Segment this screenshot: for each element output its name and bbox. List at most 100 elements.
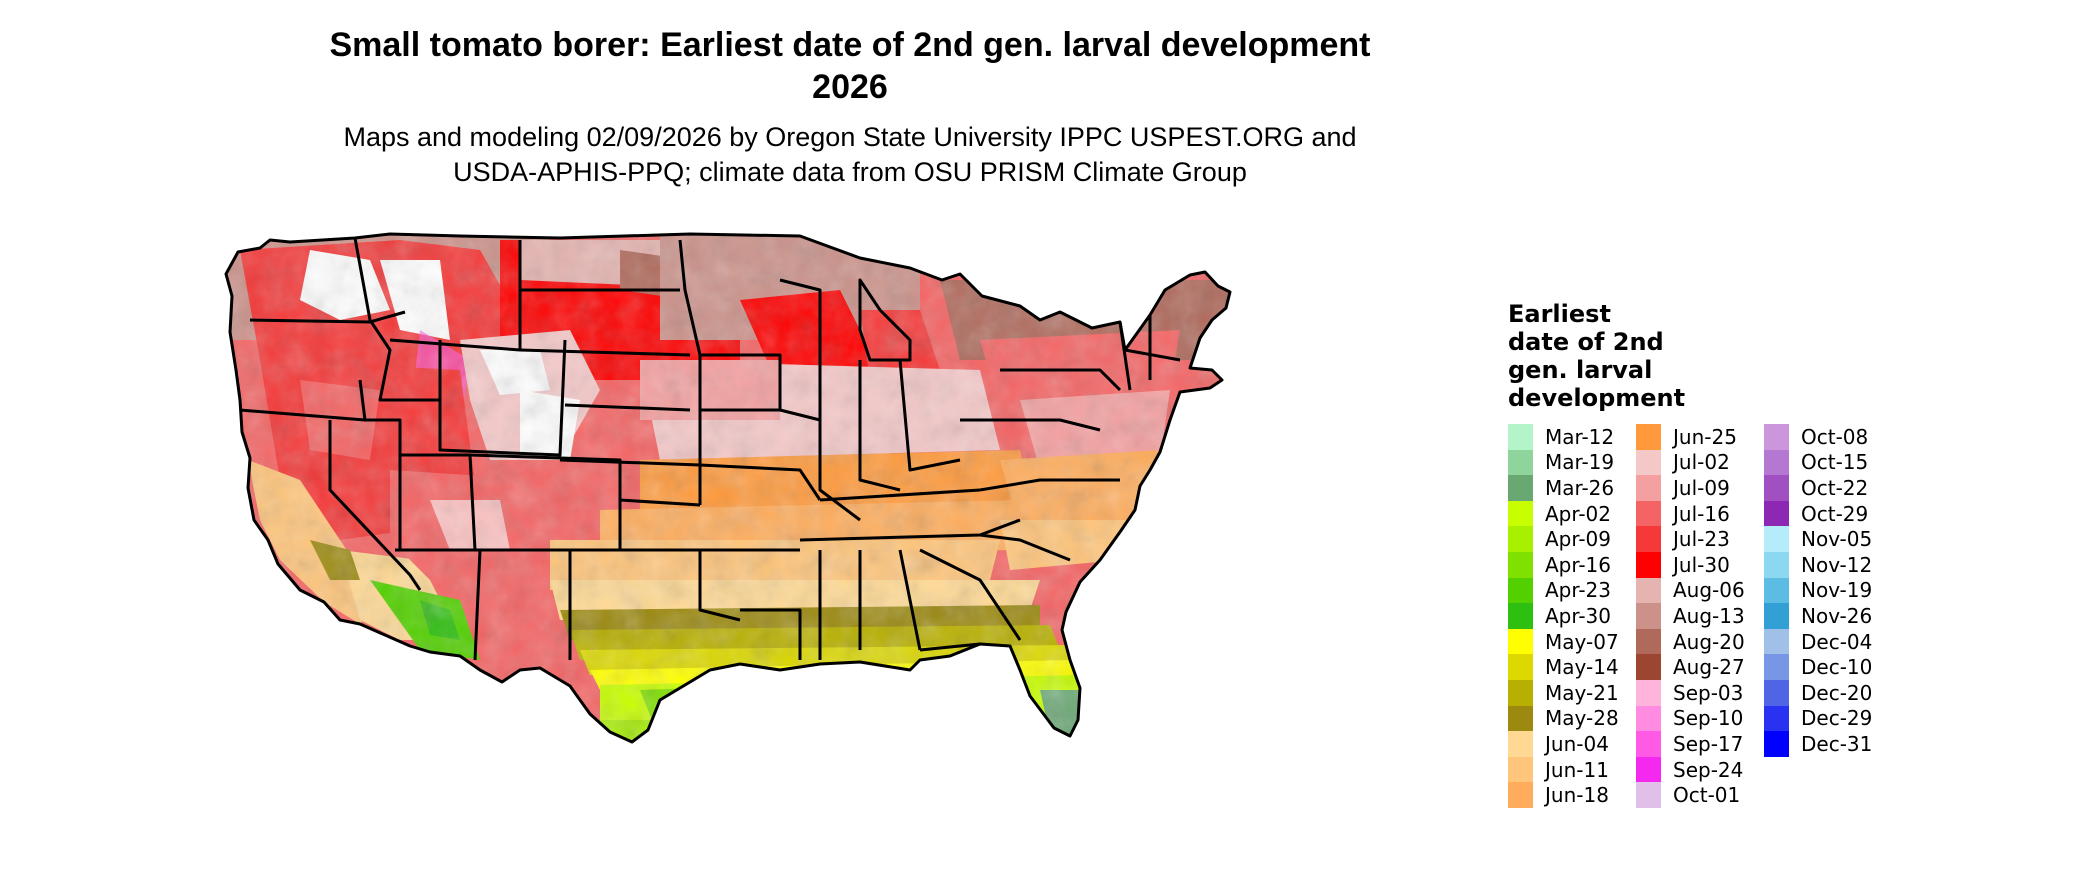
legend-item: Aug-27 xyxy=(1636,654,1745,680)
legend-swatch xyxy=(1508,449,1533,476)
legend-item: Jun-04 xyxy=(1508,731,1609,757)
legend-swatch xyxy=(1508,526,1533,552)
legend-label: Apr-02 xyxy=(1545,501,1611,526)
legend-item: Apr-02 xyxy=(1508,500,1611,527)
legend-label: Oct-22 xyxy=(1801,475,1869,500)
legend-label: Sep-24 xyxy=(1673,757,1744,782)
legend-label: Aug-20 xyxy=(1673,629,1745,654)
legend-label: Jun-25 xyxy=(1673,424,1737,449)
legend-item: Sep-03 xyxy=(1636,680,1743,706)
legend-item: Mar-19 xyxy=(1508,449,1614,476)
legend: Mar-12 Mar-19 Mar-26 Apr-02 Apr-09 Apr-16 Apr-… xyxy=(1508,424,1948,814)
legend-label: Apr-23 xyxy=(1545,578,1611,603)
legend-item: Oct-01 xyxy=(1636,782,1740,808)
us-map xyxy=(220,220,1490,880)
legend-swatch xyxy=(1508,731,1533,757)
legend-swatch xyxy=(1764,731,1789,757)
legend-swatch xyxy=(1764,577,1789,604)
legend-swatch xyxy=(1636,603,1661,629)
legend-item: Jul-09 xyxy=(1636,475,1730,501)
legend-item: Mar-12 xyxy=(1508,424,1614,450)
us-map-svg xyxy=(224,232,1232,744)
legend-item: Aug-20 xyxy=(1636,628,1745,655)
legend-label: Oct-29 xyxy=(1801,501,1869,526)
legend-swatch xyxy=(1636,628,1661,655)
legend-swatch xyxy=(1764,628,1789,655)
legend-swatch xyxy=(1636,680,1661,706)
legend-label: May-21 xyxy=(1545,680,1619,705)
legend-item: May-28 xyxy=(1508,705,1619,732)
legend-swatch xyxy=(1764,654,1789,680)
legend-swatch xyxy=(1764,475,1789,501)
legend-label: Dec-20 xyxy=(1801,680,1873,705)
legend-item: Dec-10 xyxy=(1764,654,1872,680)
legend-item: Dec-31 xyxy=(1764,731,1872,757)
legend-label: Oct-01 xyxy=(1673,783,1741,808)
legend-item: Oct-08 xyxy=(1764,424,1868,450)
legend-label: Dec-04 xyxy=(1801,629,1873,654)
legend-swatch xyxy=(1636,552,1661,578)
legend-item: Sep-10 xyxy=(1636,705,1744,732)
legend-swatch xyxy=(1508,628,1533,655)
legend-swatch xyxy=(1508,475,1533,501)
legend-item: Apr-09 xyxy=(1508,526,1611,552)
legend-swatch xyxy=(1636,449,1661,476)
legend-label: Dec-10 xyxy=(1801,655,1873,680)
legend-item: Oct-15 xyxy=(1764,449,1869,476)
legend-swatch xyxy=(1764,449,1789,476)
legend-swatch xyxy=(1636,526,1661,552)
legend-item: Apr-30 xyxy=(1508,603,1611,629)
legend-label: Dec-29 xyxy=(1801,706,1873,731)
map-title-line1: Small tomato borer: Earliest date of 2nd… xyxy=(329,26,1371,64)
legend-item: Nov-05 xyxy=(1764,526,1872,552)
legend-item: Mar-26 xyxy=(1508,475,1614,501)
legend-swatch xyxy=(1508,654,1533,680)
legend-item: Apr-16 xyxy=(1508,552,1611,578)
legend-label: Sep-10 xyxy=(1673,706,1744,731)
legend-item: Nov-26 xyxy=(1764,603,1872,629)
legend-item: Sep-24 xyxy=(1636,756,1744,783)
legend-swatch xyxy=(1764,705,1789,732)
legend-label: Jun-18 xyxy=(1545,783,1609,808)
legend-item: Jun-11 xyxy=(1508,756,1609,783)
legend-label: Apr-16 xyxy=(1545,552,1611,577)
legend-swatch xyxy=(1764,424,1789,450)
legend-label: Jun-04 xyxy=(1545,731,1609,756)
map-title: Small tomato borer: Earliest date of 2nd… xyxy=(180,24,1520,108)
legend-swatch xyxy=(1636,577,1661,604)
legend-item: Nov-19 xyxy=(1764,577,1872,604)
map-subtitle-line1: Maps and modeling 02/09/2026 by Oregon S… xyxy=(343,122,1357,152)
legend-label: Apr-30 xyxy=(1545,603,1611,628)
state-borders xyxy=(224,232,1232,744)
legend-item: Jul-23 xyxy=(1636,526,1730,552)
legend-swatch xyxy=(1636,424,1661,450)
legend-swatch xyxy=(1636,756,1661,783)
legend-swatch xyxy=(1764,500,1789,527)
map-subtitle-line2: USDA-APHIS-PPQ; climate data from OSU PR… xyxy=(453,157,1247,187)
legend-item: Nov-12 xyxy=(1764,552,1872,578)
legend-item: May-21 xyxy=(1508,680,1619,706)
legend-item: Dec-29 xyxy=(1764,705,1873,732)
legend-item: May-14 xyxy=(1508,654,1619,680)
legend-swatch xyxy=(1508,705,1533,732)
legend-swatch xyxy=(1764,603,1789,629)
legend-swatch xyxy=(1764,680,1789,706)
legend-swatch xyxy=(1508,603,1533,629)
legend-swatch xyxy=(1508,577,1533,604)
legend-label: Sep-17 xyxy=(1673,731,1744,756)
legend-label: Oct-15 xyxy=(1801,450,1869,475)
legend-label: Sep-03 xyxy=(1673,680,1744,705)
legend-item: Oct-29 xyxy=(1764,500,1869,527)
legend-label: May-14 xyxy=(1545,655,1619,680)
legend-label: Aug-27 xyxy=(1673,655,1745,680)
legend-swatch xyxy=(1764,552,1789,578)
legend-item: Aug-13 xyxy=(1636,603,1745,629)
legend-label: Jul-23 xyxy=(1673,527,1730,552)
legend-label: Mar-12 xyxy=(1545,424,1615,449)
legend-swatch xyxy=(1636,500,1661,527)
legend-swatch xyxy=(1508,756,1533,783)
legend-title: Earliest date of 2nd gen. larval develop… xyxy=(1508,300,1686,412)
legend-swatch xyxy=(1508,782,1533,808)
legend-label: May-28 xyxy=(1545,706,1619,731)
legend-swatch xyxy=(1508,424,1533,450)
